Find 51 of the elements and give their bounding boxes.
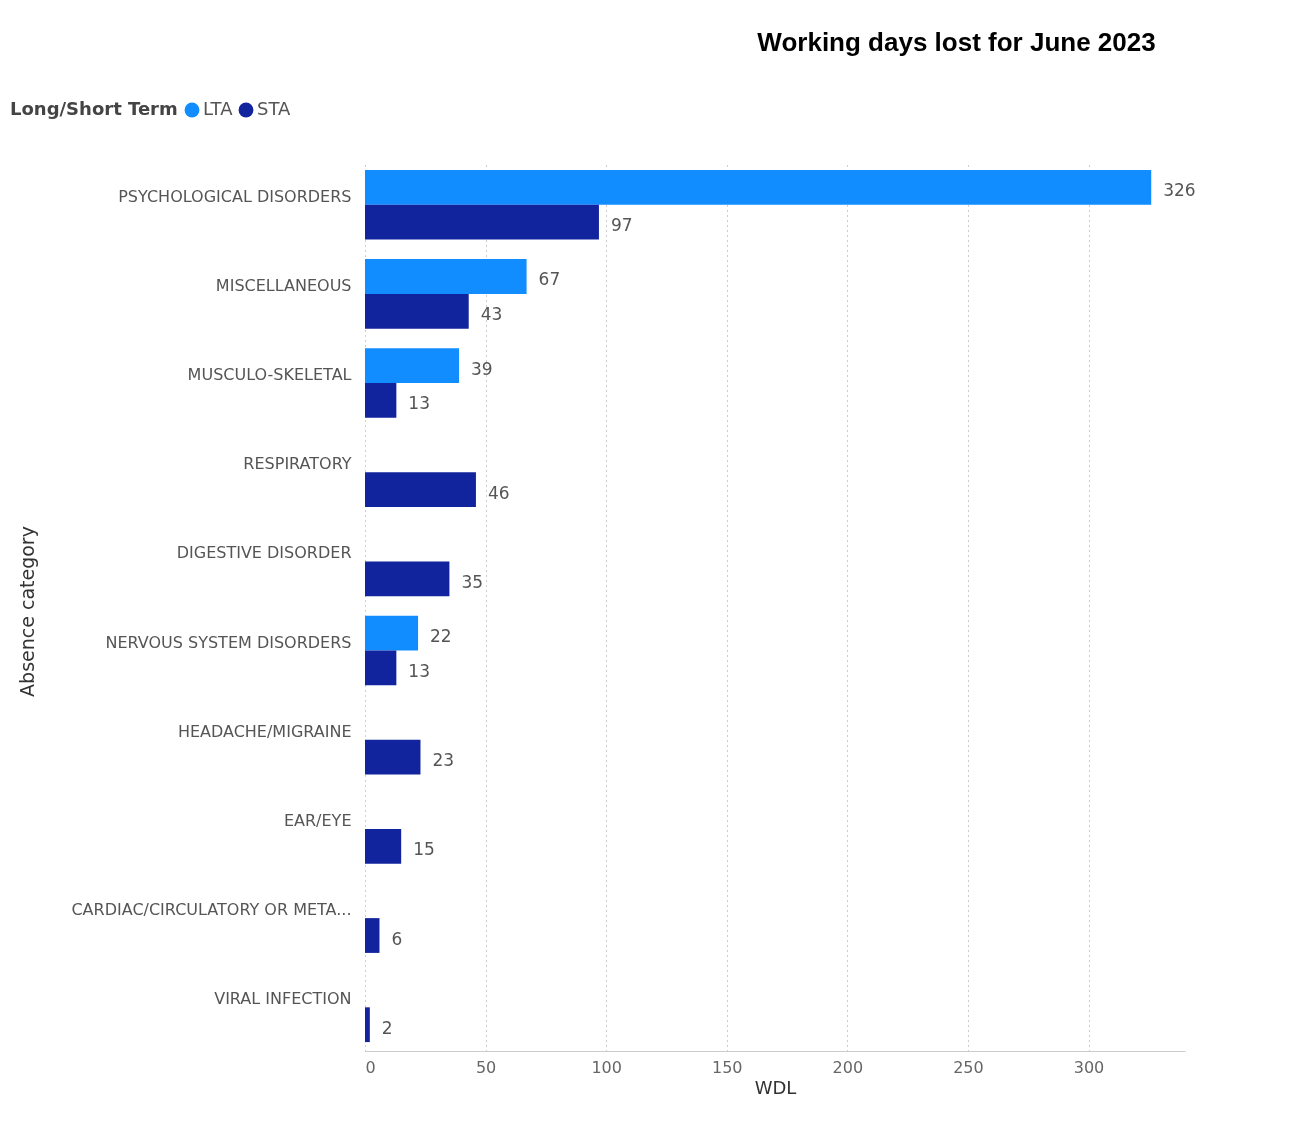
bar [365, 1007, 370, 1043]
data-label: 326 [1163, 180, 1196, 201]
y-tick-label: MISCELLANEOUS [215, 275, 352, 295]
data-label: 2 [381, 1017, 393, 1038]
data-label: 23 [432, 750, 455, 771]
x-tick-label: 300 [1073, 1057, 1105, 1077]
y-tick-label: CARDIAC/CIRCULATORY OR META... [71, 900, 352, 920]
x-axis-title: WDL [754, 1076, 797, 1098]
y-tick-label: VIRAL INFECTION [214, 989, 352, 1009]
bar [365, 739, 421, 775]
bar [365, 259, 527, 294]
y-axis-title: Absence category [15, 526, 38, 697]
data-label: 46 [487, 482, 510, 503]
y-tick-label: HEADACHE/MIGRAINE [177, 721, 352, 741]
data-label: 35 [461, 571, 484, 592]
y-tick-label: MUSCULO-SKELETAL [187, 365, 352, 385]
y-tick-label: NERVOUS SYSTEM DISORDERS [105, 632, 352, 652]
data-label: 22 [430, 626, 452, 647]
bar [365, 561, 450, 597]
bar [365, 615, 419, 651]
data-label: 67 [538, 269, 561, 290]
bar [365, 293, 469, 329]
chart-title: Working days lost for June 2023 [757, 27, 1156, 57]
y-tick-label: RESPIRATORY [243, 454, 352, 474]
data-label: 15 [413, 839, 435, 860]
legend-label: LTA [203, 98, 234, 119]
bar [365, 918, 380, 953]
bar [365, 204, 599, 240]
data-label: 39 [471, 358, 493, 379]
bar [365, 383, 397, 418]
bar [365, 348, 460, 384]
x-tick-label: 200 [832, 1057, 864, 1077]
bar [365, 650, 397, 686]
legend-title: Long/Short Term [10, 98, 178, 119]
x-tick-label: 0 [365, 1057, 376, 1077]
legend-label: STA [257, 98, 292, 119]
bar [365, 169, 1152, 205]
y-tick-label: DIGESTIVE DISORDER [176, 543, 352, 563]
y-tick-label: EAR/EYE [283, 810, 352, 830]
data-label: 13 [408, 393, 430, 414]
bar [365, 472, 476, 508]
data-label: 13 [408, 660, 430, 681]
data-label: 6 [391, 928, 403, 949]
data-label: 97 [610, 215, 633, 236]
bar [365, 828, 402, 864]
x-tick-label: 100 [591, 1057, 622, 1077]
x-tick-label: 50 [475, 1057, 497, 1077]
x-tick-label: 250 [953, 1057, 984, 1077]
y-tick-label: PSYCHOLOGICAL DISORDERS [118, 186, 352, 206]
data-label: 43 [480, 304, 503, 325]
x-tick-label: 150 [711, 1057, 743, 1077]
